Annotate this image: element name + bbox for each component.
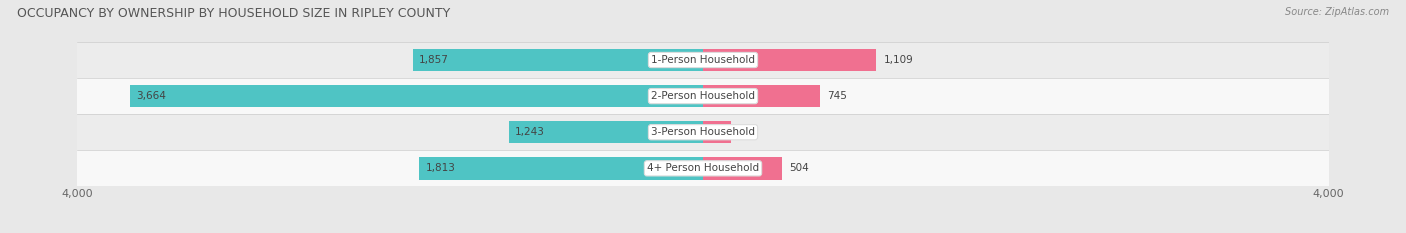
Bar (129, 85, 703, 107)
Text: 1-Person Household: 1-Person Household (651, 55, 755, 65)
Text: 179: 179 (738, 127, 759, 137)
Text: 4+ Person Household: 4+ Person Household (647, 163, 759, 173)
Bar (419, 157, 703, 180)
Text: 1,109: 1,109 (884, 55, 914, 65)
Bar (703, 157, 782, 180)
Text: 3-Person Household: 3-Person Household (651, 127, 755, 137)
Text: 504: 504 (790, 163, 810, 173)
Bar (703, 121, 731, 144)
Text: 1,813: 1,813 (426, 163, 456, 173)
Bar (77, 78, 1329, 114)
Bar (77, 150, 1329, 186)
Text: 2-Person Household: 2-Person Household (651, 91, 755, 101)
Text: OCCUPANCY BY OWNERSHIP BY HOUSEHOLD SIZE IN RIPLEY COUNTY: OCCUPANCY BY OWNERSHIP BY HOUSEHOLD SIZE… (17, 7, 450, 20)
Bar (412, 49, 703, 71)
Text: Source: ZipAtlas.com: Source: ZipAtlas.com (1285, 7, 1389, 17)
Text: 1,857: 1,857 (419, 55, 449, 65)
Bar (509, 121, 703, 144)
Bar (77, 114, 1329, 150)
Text: 3,664: 3,664 (136, 91, 166, 101)
Text: 1,243: 1,243 (515, 127, 544, 137)
Bar (703, 85, 820, 107)
Bar (77, 42, 1329, 78)
Text: 745: 745 (827, 91, 848, 101)
Bar (703, 49, 876, 71)
